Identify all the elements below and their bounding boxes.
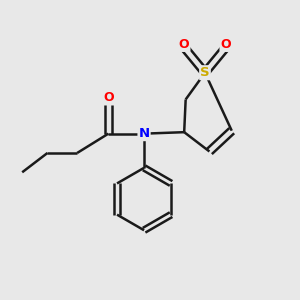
Text: O: O bbox=[179, 38, 190, 51]
Text: O: O bbox=[220, 38, 231, 51]
Text: O: O bbox=[103, 92, 114, 104]
Text: N: N bbox=[139, 127, 150, 140]
Text: S: S bbox=[200, 66, 210, 79]
